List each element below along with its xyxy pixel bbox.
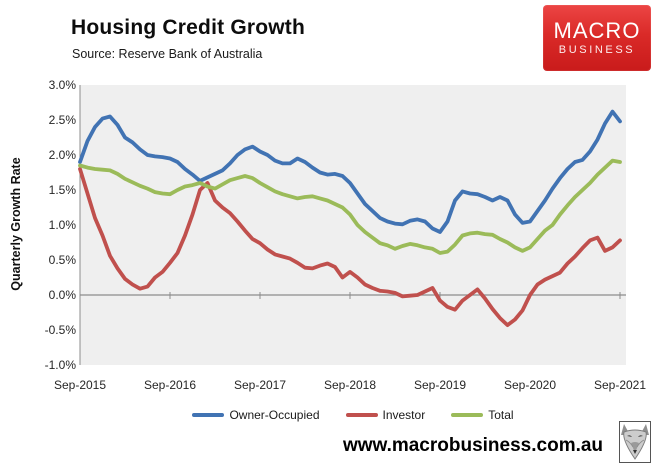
x-tick-label: Sep-2019 xyxy=(413,378,467,392)
x-tick-label: Sep-2020 xyxy=(503,378,557,392)
macrobusiness-logo: MACRO BUSINESS xyxy=(543,5,651,71)
legend-swatch-icon xyxy=(451,413,484,417)
x-tick-label: Sep-2021 xyxy=(593,378,647,392)
y-tick-label: 3.0% xyxy=(48,78,76,92)
legend-item-total: Total xyxy=(451,408,514,422)
y-tick-label: 2.5% xyxy=(48,113,76,127)
y-axis-title: Quarterly Growth Rate xyxy=(9,157,23,291)
x-tick-label: Sep-2018 xyxy=(323,378,377,392)
logo-text-business: BUSINESS xyxy=(558,43,636,56)
website-url[interactable]: www.macrobusiness.com.au xyxy=(342,435,604,456)
x-tick-label: Sep-2016 xyxy=(143,378,197,392)
x-tick-label: Sep-2017 xyxy=(233,378,287,392)
chart-legend: Owner-Occupied Investor Total xyxy=(80,408,626,422)
legend-swatch-icon xyxy=(192,413,225,417)
legend-label: Investor xyxy=(382,408,426,422)
chart-source: Source: Reserve Bank of Australia xyxy=(72,47,263,61)
y-tick-label: 0.5% xyxy=(48,253,76,267)
legend-label: Total xyxy=(488,408,514,422)
legend-label: Owner-Occupied xyxy=(229,408,320,422)
y-tick-label: 0.0% xyxy=(48,288,76,302)
chart-title: Housing Credit Growth xyxy=(71,16,306,39)
plot-area xyxy=(80,85,626,365)
y-tick-label: 1.5% xyxy=(48,183,76,197)
y-tick-label: -0.5% xyxy=(44,323,76,337)
legend-item-owner-occupied: Owner-Occupied xyxy=(192,408,320,422)
wolf-face-icon xyxy=(621,424,649,460)
legend-swatch-icon xyxy=(345,413,378,417)
legend-item-investor: Investor xyxy=(345,408,426,422)
logo-text-macro: MACRO xyxy=(553,17,641,43)
y-tick-label: 1.0% xyxy=(48,218,76,232)
y-tick-label: 2.0% xyxy=(48,148,76,162)
wolf-logo xyxy=(619,421,651,463)
x-tick-label: Sep-2015 xyxy=(53,378,107,392)
y-tick-label: -1.0% xyxy=(44,358,76,372)
